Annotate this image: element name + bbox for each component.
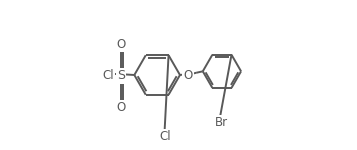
Text: O: O bbox=[116, 101, 125, 114]
Text: Br: Br bbox=[215, 116, 228, 129]
Text: Cl: Cl bbox=[160, 130, 171, 143]
Text: O: O bbox=[116, 38, 125, 51]
Text: S: S bbox=[117, 69, 125, 82]
Text: Cl: Cl bbox=[102, 69, 114, 82]
Text: O: O bbox=[183, 69, 193, 82]
